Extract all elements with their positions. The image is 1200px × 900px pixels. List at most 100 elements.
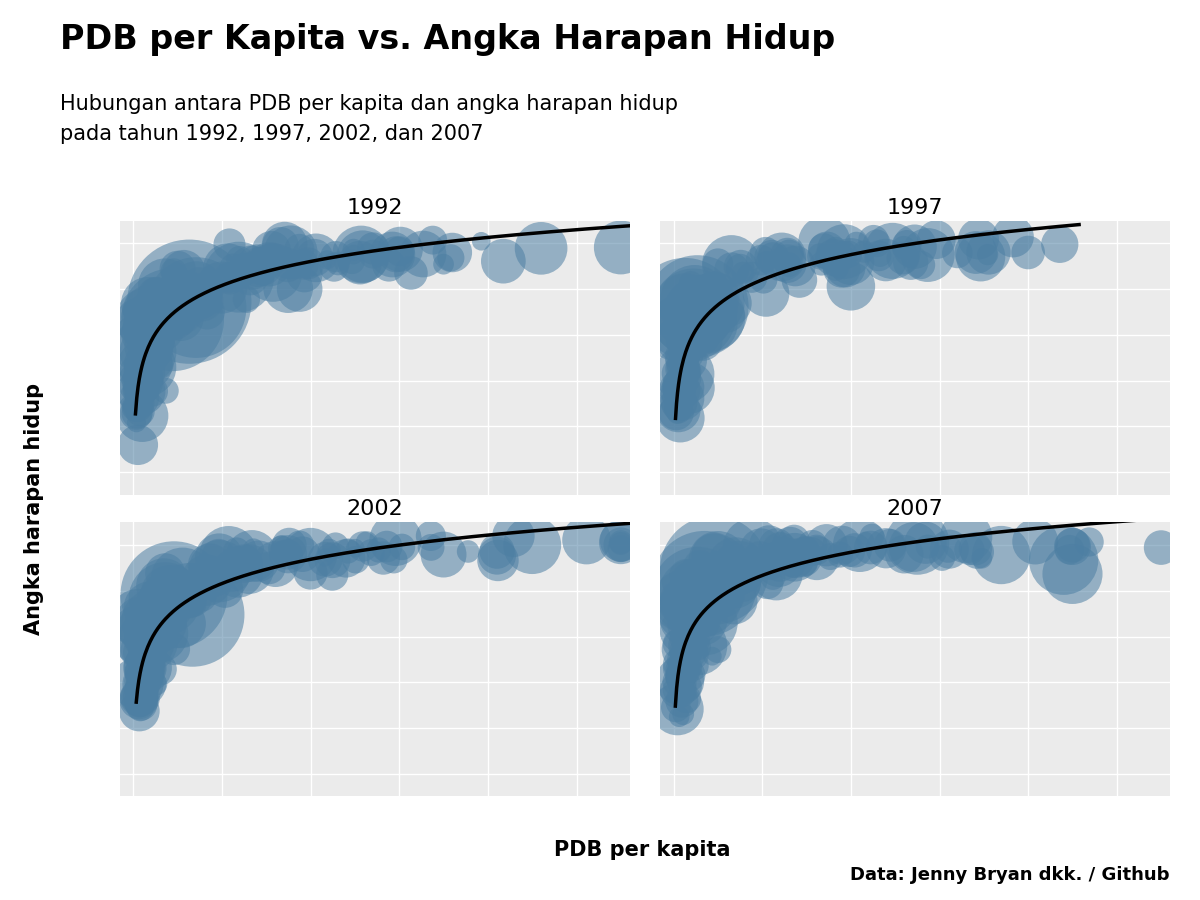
Point <box>793 550 812 564</box>
Point <box>725 574 744 589</box>
Point <box>775 256 794 271</box>
Point <box>132 683 151 698</box>
Point <box>671 676 690 690</box>
Point <box>289 241 308 256</box>
Point <box>673 677 692 691</box>
Point <box>130 690 149 705</box>
Point <box>815 235 834 249</box>
Point <box>968 232 988 247</box>
Point <box>142 337 161 351</box>
Point <box>743 541 762 555</box>
Point <box>671 646 690 661</box>
Point <box>1063 567 1082 581</box>
Point <box>726 559 745 573</box>
Point <box>134 324 154 338</box>
Title: 2002: 2002 <box>347 500 403 519</box>
Point <box>811 256 830 271</box>
Point <box>817 538 836 553</box>
Point <box>134 659 154 673</box>
Point <box>689 328 708 342</box>
Point <box>210 564 229 579</box>
Point <box>130 689 149 704</box>
Point <box>926 232 946 247</box>
Point <box>138 371 157 385</box>
Point <box>674 643 694 657</box>
Point <box>137 317 156 331</box>
Point <box>138 358 157 373</box>
Point <box>685 331 704 346</box>
Point <box>690 309 709 323</box>
Point <box>139 372 158 386</box>
Point <box>1063 539 1082 554</box>
Point <box>706 290 725 304</box>
Point <box>692 599 712 614</box>
Point <box>134 680 154 694</box>
Point <box>190 291 209 305</box>
Point <box>188 275 208 290</box>
Point <box>704 296 724 310</box>
Point <box>127 364 146 379</box>
Point <box>722 263 742 277</box>
Point <box>126 400 145 415</box>
Point <box>133 677 152 691</box>
Point <box>318 253 337 267</box>
Point <box>694 334 713 348</box>
Point <box>1050 237 1069 251</box>
Point <box>780 247 799 261</box>
Point <box>151 662 170 677</box>
Point <box>266 557 286 572</box>
Point <box>161 587 180 601</box>
Point <box>701 316 720 330</box>
Point <box>132 384 151 399</box>
Point <box>667 682 686 697</box>
Point <box>361 545 380 560</box>
Point <box>127 416 146 430</box>
Point <box>671 664 690 679</box>
Point <box>978 248 997 262</box>
Point <box>151 619 170 634</box>
Point <box>379 257 398 272</box>
Point <box>821 549 840 563</box>
Point <box>679 668 698 682</box>
Point <box>131 674 150 688</box>
Point <box>838 251 857 266</box>
Point <box>686 582 706 597</box>
Point <box>180 294 199 309</box>
Point <box>677 348 696 363</box>
Point <box>220 238 239 252</box>
Point <box>193 293 212 308</box>
Point <box>294 257 313 272</box>
Point <box>668 683 688 698</box>
Point <box>299 256 318 271</box>
Point <box>770 543 790 557</box>
Point <box>156 596 175 610</box>
Point <box>670 383 689 398</box>
Point <box>216 582 235 597</box>
Point <box>383 248 402 262</box>
Point <box>676 644 695 659</box>
Point <box>172 616 191 631</box>
Point <box>150 358 169 373</box>
Text: PDB per Kapita vs. Angka Harapan Hidup: PDB per Kapita vs. Angka Harapan Hidup <box>60 22 835 56</box>
Point <box>670 366 689 381</box>
Point <box>130 308 149 322</box>
Point <box>130 645 149 660</box>
Point <box>326 249 346 264</box>
Point <box>142 303 161 318</box>
Point <box>763 250 782 265</box>
Point <box>271 542 290 556</box>
Point <box>133 409 152 423</box>
Point <box>137 308 156 322</box>
Point <box>220 271 239 285</box>
Point <box>138 674 157 688</box>
Point <box>305 250 324 265</box>
Point <box>673 657 692 671</box>
Point <box>670 384 689 399</box>
Point <box>718 308 737 322</box>
Point <box>156 566 175 580</box>
Point <box>442 250 461 265</box>
Point <box>678 680 697 694</box>
Point <box>144 615 163 629</box>
Point <box>876 541 895 555</box>
Point <box>673 657 692 671</box>
